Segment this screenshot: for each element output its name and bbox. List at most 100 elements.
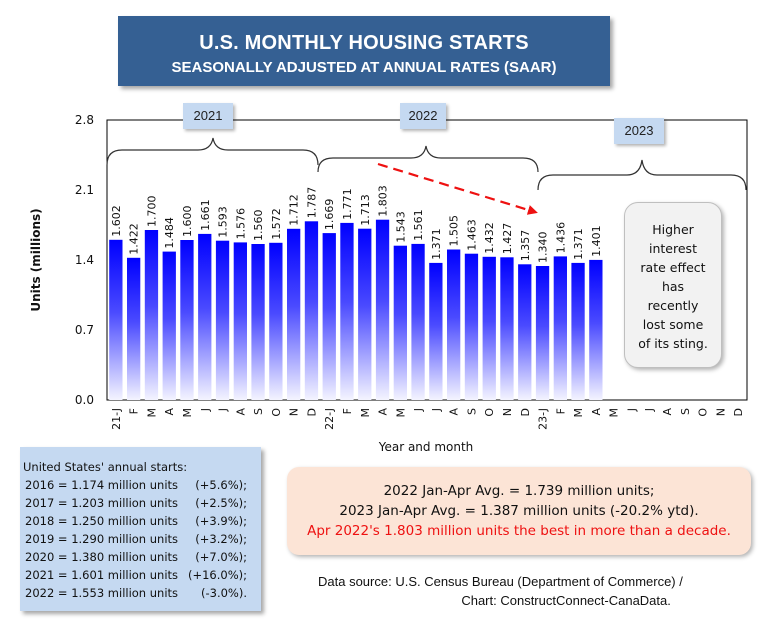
y-tick-label: 0.0 bbox=[75, 393, 94, 407]
bar bbox=[358, 228, 372, 400]
chart-title-banner: U.S. MONTHLY HOUSING STARTS SEASONALLY A… bbox=[118, 16, 610, 86]
data-labels-group: 1.602 1.422 1.700 1.484 1.600 1.661 1.593 1.576… bbox=[110, 185, 603, 263]
x-tick-label: 21-J bbox=[110, 408, 123, 430]
bar bbox=[251, 244, 265, 400]
annual-value: 2021 = 1.601 million units bbox=[25, 568, 179, 582]
bar bbox=[304, 221, 319, 400]
callout-line: lost some bbox=[642, 317, 704, 332]
annual-value: 2018 = 1.250 million units bbox=[25, 514, 179, 528]
x-tick-label: J bbox=[625, 408, 638, 412]
annual-row: 2021 = 1.601 million units (+16.0%); bbox=[23, 566, 261, 584]
callout-line: Higher bbox=[652, 222, 694, 237]
year-tag-2021: 2021 bbox=[183, 103, 233, 129]
x-tick-label: A bbox=[448, 408, 461, 416]
x-tick-label: O bbox=[697, 408, 710, 417]
data-label: 1.712 bbox=[288, 194, 301, 226]
data-label: 1.543 bbox=[394, 211, 407, 243]
bar bbox=[198, 233, 212, 400]
y-tick-label: 2.1 bbox=[75, 183, 94, 197]
x-tick-label: M bbox=[145, 408, 158, 418]
annual-row: 2020 = 1.380 million units (+7.0%); bbox=[23, 548, 261, 566]
data-label: 1.340 bbox=[537, 232, 550, 264]
bar bbox=[411, 243, 425, 400]
x-tick-label: N bbox=[288, 408, 301, 416]
data-label: 1.463 bbox=[465, 219, 478, 251]
data-label: 1.700 bbox=[145, 196, 158, 228]
annual-starts-box: United States' annual starts: 2016 = 1.1… bbox=[20, 447, 261, 611]
chart-title: U.S. MONTHLY HOUSING STARTS bbox=[199, 32, 529, 54]
bar bbox=[215, 240, 230, 400]
y-tick-label: 0.7 bbox=[75, 323, 94, 337]
source-line-1: Data source: U.S. Census Bureau (Departm… bbox=[318, 574, 683, 589]
annual-row: 2018 = 1.250 million units (+3.9%); bbox=[23, 512, 261, 530]
data-label: 1.371 bbox=[572, 228, 585, 260]
annual-change: (+2.5%); bbox=[195, 496, 247, 510]
bar bbox=[464, 253, 479, 400]
annual-value: 2016 = 1.174 million units bbox=[25, 478, 179, 492]
data-label: 1.572 bbox=[270, 208, 283, 240]
bar bbox=[287, 228, 301, 400]
data-label: 1.600 bbox=[181, 206, 194, 238]
x-tick-label: M bbox=[181, 408, 194, 418]
x-tick-label: M bbox=[572, 408, 585, 418]
annual-row: 2019 = 1.290 million units (+3.2%); bbox=[23, 530, 261, 548]
x-tick-label: S bbox=[252, 408, 265, 415]
x-tick-label: F bbox=[341, 408, 354, 414]
bar bbox=[233, 242, 247, 400]
x-tick-label: D bbox=[519, 408, 532, 416]
data-label: 1.484 bbox=[163, 217, 176, 249]
annual-change: (+5.6%); bbox=[195, 478, 247, 492]
x-tick-label: A bbox=[234, 408, 247, 416]
annual-value: 2020 = 1.380 million units bbox=[25, 550, 179, 564]
data-label: 1.422 bbox=[128, 223, 141, 255]
data-label: 1.669 bbox=[323, 199, 336, 231]
summary-2023-avg: 2023 Jan-Apr Avg. = 1.387 million units … bbox=[339, 503, 699, 519]
bar bbox=[571, 262, 585, 400]
x-tick-label: F bbox=[128, 408, 141, 414]
callout-line: of its sting. bbox=[638, 336, 708, 351]
data-label: 1.593 bbox=[217, 206, 230, 238]
bar bbox=[535, 266, 550, 400]
x-tick-label: D bbox=[305, 408, 318, 416]
bars-group bbox=[109, 219, 603, 400]
brace-2022 bbox=[317, 145, 539, 173]
y-axis-label: Units (millions) bbox=[29, 208, 43, 311]
interest-rate-callout: Higher interest rate effect has recently… bbox=[624, 202, 722, 368]
annual-value: 2022 = 1.553 million units bbox=[25, 586, 179, 600]
data-label: 1.560 bbox=[252, 210, 265, 242]
annual-row: 2022 = 1.553 million units (-3.0%). bbox=[23, 584, 261, 602]
x-tick-label: N bbox=[501, 408, 514, 416]
x-tick-label: S bbox=[465, 408, 478, 415]
annual-value: 2019 = 1.290 million units bbox=[25, 532, 179, 546]
data-label: 1.401 bbox=[590, 225, 603, 257]
bar bbox=[518, 264, 532, 400]
x-tick-label: J bbox=[217, 408, 230, 412]
bar bbox=[144, 230, 159, 400]
x-tick-label: 23-J bbox=[537, 408, 550, 430]
chart-subtitle: SEASONALLY ADJUSTED AT ANNUAL RATES (SAA… bbox=[171, 59, 557, 76]
data-label: 1.505 bbox=[448, 215, 461, 247]
source-line-2: Chart: ConstructConnect-CanaData. bbox=[461, 593, 671, 608]
data-label: 1.432 bbox=[483, 222, 496, 254]
x-tick-label: S bbox=[679, 408, 692, 415]
data-label: 1.661 bbox=[199, 199, 212, 231]
bar bbox=[162, 251, 176, 400]
data-label: 1.576 bbox=[234, 208, 247, 240]
bar bbox=[109, 239, 123, 400]
bar bbox=[269, 242, 283, 400]
x-tick-label: M bbox=[608, 408, 621, 418]
annual-change: (+3.9%); bbox=[195, 514, 247, 528]
x-tick-label: A bbox=[377, 408, 390, 416]
callout-line: recently bbox=[647, 298, 699, 313]
annual-change: (+16.0%); bbox=[187, 568, 247, 582]
y-tick-label: 2.8 bbox=[75, 113, 94, 127]
x-tick-label: A bbox=[661, 408, 674, 416]
annual-change: (+3.2%); bbox=[195, 532, 247, 546]
x-tick-label: J bbox=[199, 408, 212, 412]
x-tick-label: D bbox=[732, 408, 745, 416]
y-tick-label: 1.4 bbox=[75, 253, 94, 267]
bar bbox=[553, 256, 567, 400]
bar bbox=[340, 222, 354, 400]
year-tag-2022: 2022 bbox=[400, 103, 446, 129]
